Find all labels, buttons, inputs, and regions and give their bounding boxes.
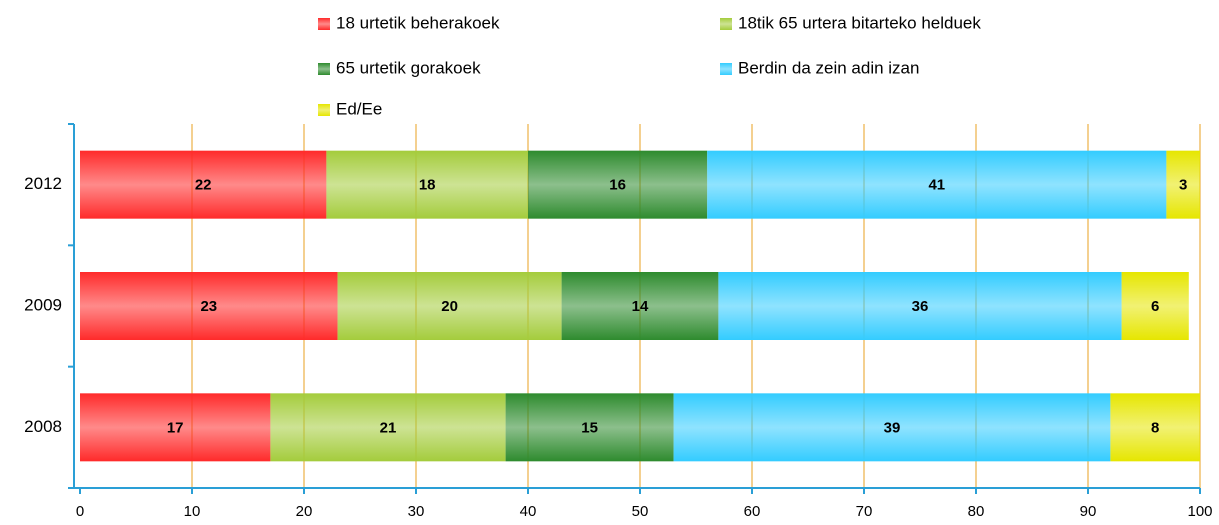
x-tick-label: 90 <box>1080 503 1097 520</box>
legend-label: 18tik 65 urtera bitarteko helduek <box>738 13 981 32</box>
legend-swatch <box>318 63 330 75</box>
data-label: 21 <box>380 419 397 436</box>
bar-segment <box>326 150 528 219</box>
legend-label: 18 urtetik beherakoek <box>336 13 500 32</box>
x-tick-label: 70 <box>856 503 873 520</box>
data-label: 15 <box>581 419 598 436</box>
data-label: 6 <box>1151 298 1159 315</box>
bar-segment <box>505 393 674 462</box>
bar-segment <box>707 150 1167 219</box>
y-tick-label: 2008 <box>24 417 62 436</box>
bar-segment <box>561 272 719 340</box>
bar-segment <box>1166 150 1200 219</box>
legend-swatch <box>318 104 330 116</box>
x-tick-label: 20 <box>296 503 313 520</box>
bar-segment <box>337 272 562 340</box>
data-label: 39 <box>884 419 901 436</box>
data-label: 23 <box>200 298 217 315</box>
bar-segment <box>1110 393 1200 462</box>
x-tick-label: 100 <box>1187 503 1212 520</box>
x-tick-label: 10 <box>184 503 201 520</box>
bar-segment <box>673 393 1111 462</box>
bar-segment <box>80 393 271 462</box>
data-label: 8 <box>1151 419 1159 436</box>
y-tick-label: 2012 <box>24 174 62 193</box>
legend-label: 65 urtetik gorakoek <box>336 58 481 77</box>
x-tick-label: 30 <box>408 503 425 520</box>
y-tick-label: 2009 <box>24 295 62 314</box>
x-tick-label: 50 <box>632 503 649 520</box>
data-label: 18 <box>419 177 436 194</box>
bar-segment <box>1121 272 1189 340</box>
legend-label: Ed/Ee <box>336 99 382 118</box>
data-label: 22 <box>195 177 212 194</box>
legend-label: Berdin da zein adin izan <box>738 58 919 77</box>
x-tick-label: 60 <box>744 503 761 520</box>
legend-swatch <box>720 18 732 30</box>
bar-segment <box>528 150 708 219</box>
data-label: 3 <box>1179 177 1187 194</box>
bar-segment <box>80 272 338 340</box>
data-label: 16 <box>609 177 626 194</box>
data-label: 20 <box>441 298 458 315</box>
bar-segment <box>718 272 1122 340</box>
legend-swatch <box>318 18 330 30</box>
data-label: 14 <box>632 298 649 315</box>
bar-segment <box>80 150 327 219</box>
x-tick-label: 80 <box>968 503 985 520</box>
bar-segment <box>270 393 506 462</box>
data-label: 41 <box>928 177 945 194</box>
x-tick-label: 40 <box>520 503 537 520</box>
data-label: 36 <box>912 298 929 315</box>
legend-swatch <box>720 63 732 75</box>
data-label: 17 <box>167 419 184 436</box>
x-tick-label: 0 <box>76 503 84 520</box>
